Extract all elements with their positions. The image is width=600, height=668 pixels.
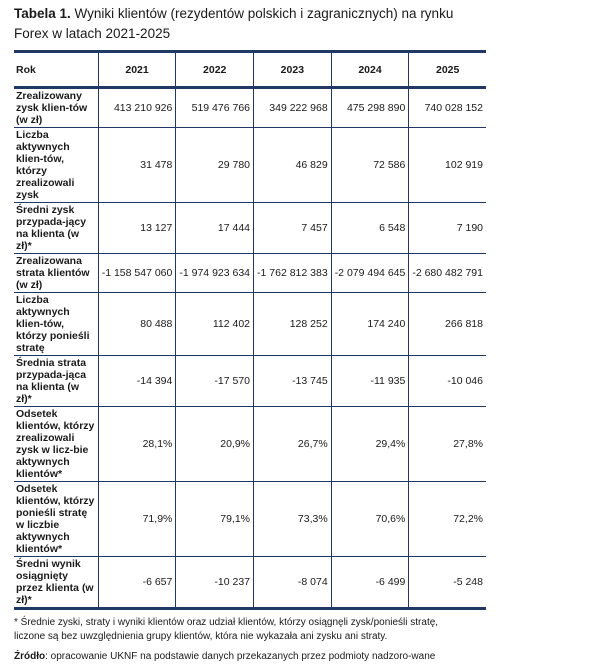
column-header-year: 2025 [408, 51, 486, 89]
table-cell: 31 478 [97, 127, 177, 203]
table-cell: -10 046 [408, 355, 486, 407]
table-cell: -1 974 923 634 [175, 253, 255, 293]
header-row: Rok 2021 2022 2023 2024 2025 [14, 51, 486, 89]
table-cell: -13 745 [253, 355, 332, 407]
table-cell: 72 586 [330, 127, 410, 203]
row-label: Odsetek klientów, którzy ponieśli stratę… [14, 481, 99, 557]
table-row: Średni zysk przypada-jący na klienta (w … [14, 202, 486, 254]
table-cell: 80 488 [97, 292, 177, 356]
table-cell: -14 394 [97, 355, 177, 407]
table-cell: 28,1% [97, 406, 177, 482]
table-cell: 70,6% [330, 481, 410, 557]
table-cell: 102 919 [408, 127, 486, 203]
table-cell: 174 240 [330, 292, 410, 356]
column-header-label: Rok [14, 51, 99, 89]
table-cell: -6 657 [97, 556, 177, 609]
table-cell: -1 158 547 060 [97, 253, 177, 293]
column-header-year: 2021 [97, 51, 177, 89]
row-label: Średni wynik osiągnięty przez klienta (w… [14, 556, 99, 609]
table-row: Odsetek klientów, którzy ponieśli stratę… [14, 481, 486, 557]
table-cell: 29 780 [175, 127, 255, 203]
row-label: Średnia strata przypada-jąca na klienta … [14, 355, 99, 407]
document: Tabela 1. Wyniki klientów (rezydentów po… [14, 4, 486, 664]
table-cell: 26,7% [253, 406, 332, 482]
source-label: Źródło [14, 651, 46, 662]
table-cell: -8 074 [253, 556, 332, 609]
table-cell: 79,1% [175, 481, 255, 557]
table-row: Odsetek klientów, którzy zrealizowali zy… [14, 406, 486, 482]
row-label: Liczba aktywnych klien-tów, którzy zreal… [14, 127, 99, 203]
table-cell: -2 079 494 645 [330, 253, 410, 293]
table-cell: 13 127 [97, 202, 177, 254]
table-caption: Wyniki klientów (rezydentów polskich i z… [14, 6, 454, 41]
table-cell: 29,4% [330, 406, 410, 482]
table-title: Tabela 1. Wyniki klientów (rezydentów po… [14, 4, 474, 44]
table-cell: 20,9% [175, 406, 255, 482]
row-label: Zrealizowana strata klientów (w zł) [14, 253, 99, 293]
table-row: Zrealizowany zysk klien-tów (w zł) 413 21… [14, 87, 486, 128]
table-row: Liczba aktywnych klien-tów, którzy ponie… [14, 292, 486, 356]
footnote: * Średnie zyski, straty i wyniki klientó… [14, 617, 439, 642]
table-cell: 17 444 [175, 202, 255, 254]
table-cell: 6 548 [330, 202, 410, 254]
source-text: : opracowanie UKNF na podstawie danych p… [45, 651, 436, 662]
table-cell: 71,9% [97, 481, 177, 557]
table-number: Tabela 1. [14, 6, 71, 21]
column-header-year: 2023 [253, 51, 332, 89]
source-note: Źródło: opracowanie UKNF na podstawie da… [14, 650, 454, 664]
row-label: Odsetek klientów, którzy zrealizowali zy… [14, 406, 99, 482]
table-row: Średnia strata przypada-jąca na klienta … [14, 355, 486, 407]
table-cell: -10 237 [175, 556, 255, 609]
table-row: Liczba aktywnych klien-tów, którzy zreal… [14, 127, 486, 203]
row-label: Średni zysk przypada-jący na klienta (w … [14, 202, 99, 254]
table-cell: 7 190 [408, 202, 486, 254]
table-cell: 413 210 926 [97, 87, 177, 128]
table-cell: 72,2% [408, 481, 486, 557]
table-cell: 46 829 [253, 127, 332, 203]
table-cell: -5 248 [408, 556, 486, 609]
row-label: Zrealizowany zysk klien-tów (w zł) [14, 87, 99, 128]
table-cell: -17 570 [175, 355, 255, 407]
table-cell: 128 252 [253, 292, 332, 356]
row-label: Liczba aktywnych klien-tów, którzy ponie… [14, 292, 99, 356]
results-table: Rok 2021 2022 2023 2024 2025 Zrealizowany zys… [14, 50, 486, 610]
table-cell: 266 818 [408, 292, 486, 356]
column-header-year: 2024 [330, 51, 410, 89]
table-cell: -6 499 [330, 556, 410, 609]
table-cell: 475 298 890 [330, 87, 410, 128]
table-cell: 740 028 152 [408, 87, 486, 128]
table-row: Średni wynik osiągnięty przez klienta (w… [14, 556, 486, 609]
column-header-year: 2022 [175, 51, 255, 89]
table-cell: 349 222 968 [253, 87, 332, 128]
table-cell: 7 457 [253, 202, 332, 254]
table-cell: -2 680 482 791 [408, 253, 486, 293]
table-row: Zrealizowana strata klientów (w zł) -1 15… [14, 253, 486, 293]
table-cell: -1 762 812 383 [253, 253, 332, 293]
table-cell: 73,3% [253, 481, 332, 557]
table-cell: 112 402 [175, 292, 255, 356]
table-cell: -11 935 [330, 355, 410, 407]
table-cell: 27,8% [408, 406, 486, 482]
table-cell: 519 476 766 [175, 87, 255, 128]
